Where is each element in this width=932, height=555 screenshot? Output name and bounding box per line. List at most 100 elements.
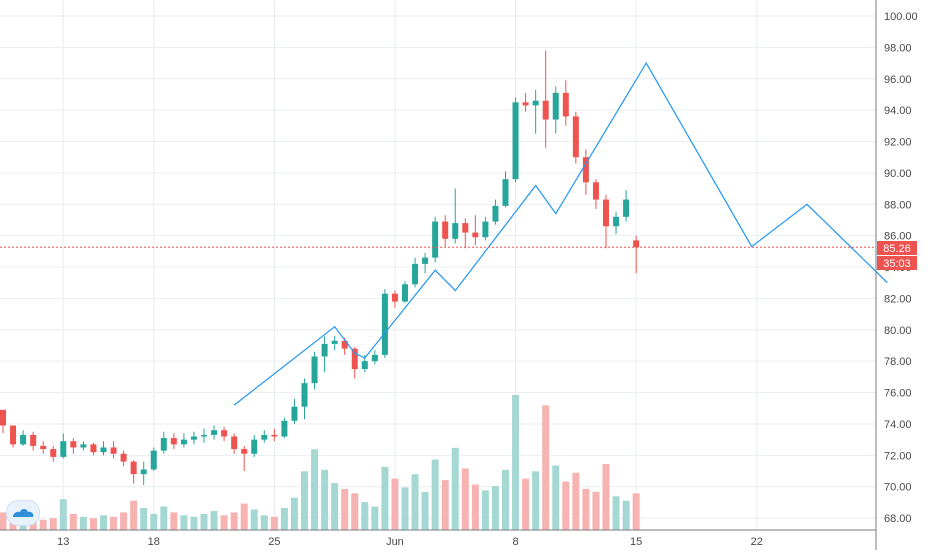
candle-body <box>110 447 117 454</box>
candle-body <box>251 439 258 454</box>
volume-bar <box>622 500 630 530</box>
volume-bar <box>552 465 560 530</box>
candle-body <box>160 438 167 451</box>
x-tick-label: 18 <box>148 536 160 548</box>
volume-bar <box>0 512 7 530</box>
y-tick-label: 90.00 <box>884 168 912 180</box>
price-badge-bg <box>877 241 917 255</box>
y-tick-label: 80.00 <box>884 325 912 337</box>
candle-body <box>381 293 388 355</box>
tradingview-logo-icon[interactable] <box>6 500 40 526</box>
y-tick-label: 92.00 <box>884 137 912 149</box>
volume-bar <box>632 493 640 530</box>
candle-body <box>60 441 67 457</box>
y-tick-label: 68.00 <box>884 513 912 525</box>
volume-bar <box>240 503 248 530</box>
volume-bar <box>371 506 379 530</box>
y-tick-label: 70.00 <box>884 482 912 494</box>
candle-body <box>432 221 439 258</box>
volume-bar <box>451 447 459 530</box>
volume-bar <box>220 515 228 530</box>
y-tick-label: 76.00 <box>884 388 912 400</box>
volume-bar <box>542 405 550 530</box>
candle-body <box>542 100 549 120</box>
y-tick-label: 98.00 <box>884 42 912 54</box>
y-tick-label: 78.00 <box>884 356 912 368</box>
volume-bar <box>301 471 308 530</box>
candle-body <box>40 445 47 450</box>
candle-body <box>532 100 539 106</box>
countdown-badge-value: 35:03 <box>883 258 911 270</box>
candle-body <box>140 469 147 475</box>
volume-bar <box>461 468 469 530</box>
candle-body <box>402 284 408 302</box>
volume-bar <box>200 513 208 530</box>
axes: 100.00 98.00 96.00 94.00 92.00 90.00 88.00 86.0… <box>0 0 918 550</box>
volume-bar <box>572 472 580 530</box>
candle-body <box>190 436 197 440</box>
volume-bar <box>250 509 258 530</box>
y-tick-label: 100.00 <box>884 11 918 23</box>
grid-lines <box>0 0 876 530</box>
volume-bar <box>120 512 128 530</box>
candle-body <box>0 409 6 426</box>
volume-bar <box>582 488 590 530</box>
volume-bar <box>140 507 148 530</box>
candle-body <box>351 348 358 370</box>
candle-body <box>623 199 630 217</box>
countdown-badge-bg <box>877 256 917 270</box>
candle-body <box>452 223 459 239</box>
candle-body <box>482 221 489 238</box>
candle-body <box>150 450 157 470</box>
volume-bar <box>341 488 349 530</box>
candle-body <box>100 447 107 453</box>
candle-body <box>462 223 469 233</box>
volume-bar <box>280 507 288 530</box>
volume-bar <box>522 478 530 530</box>
x-tick-label: 22 <box>751 536 763 548</box>
candle-body <box>331 340 338 344</box>
candle-body <box>70 441 77 448</box>
candle-body <box>120 453 127 462</box>
candle-body <box>361 361 368 370</box>
x-tick-label: 13 <box>57 536 69 548</box>
volume-bar <box>602 463 610 530</box>
candle-body <box>572 116 579 158</box>
candle-body <box>90 444 97 453</box>
candle-body <box>130 461 137 475</box>
volume-bar <box>512 395 520 530</box>
candle-body <box>582 157 589 183</box>
candle-body <box>562 92 569 117</box>
volume-bar <box>361 502 369 530</box>
volume-bar <box>160 506 168 530</box>
volume-bar <box>110 516 118 530</box>
candle-body <box>321 343 328 357</box>
volume-bar <box>100 515 107 530</box>
candle-body <box>633 240 640 248</box>
volume-bar <box>381 466 389 530</box>
volume-bar <box>431 459 439 530</box>
candle-body <box>30 434 37 446</box>
volume-bar <box>150 513 158 530</box>
candle-body <box>201 434 207 437</box>
y-tick-label: 74.00 <box>884 419 912 431</box>
candle-body <box>291 406 298 421</box>
candle-body <box>311 356 318 384</box>
volume-bar <box>331 483 339 530</box>
volume-bar <box>190 516 198 530</box>
volume-bar <box>401 487 409 530</box>
volume-bar <box>180 515 188 530</box>
candle-body <box>522 102 529 106</box>
candle-body <box>502 179 509 206</box>
volume-bar <box>270 516 278 530</box>
y-tick-label: 86.00 <box>884 231 912 243</box>
volume-bar <box>170 512 178 530</box>
y-tick-label: 96.00 <box>884 74 912 86</box>
candle-body <box>613 216 620 227</box>
volume-bar <box>49 518 57 530</box>
volume-bar <box>130 500 138 530</box>
volume-bar <box>210 510 218 530</box>
trendline-drawing[interactable] <box>233 61 888 406</box>
